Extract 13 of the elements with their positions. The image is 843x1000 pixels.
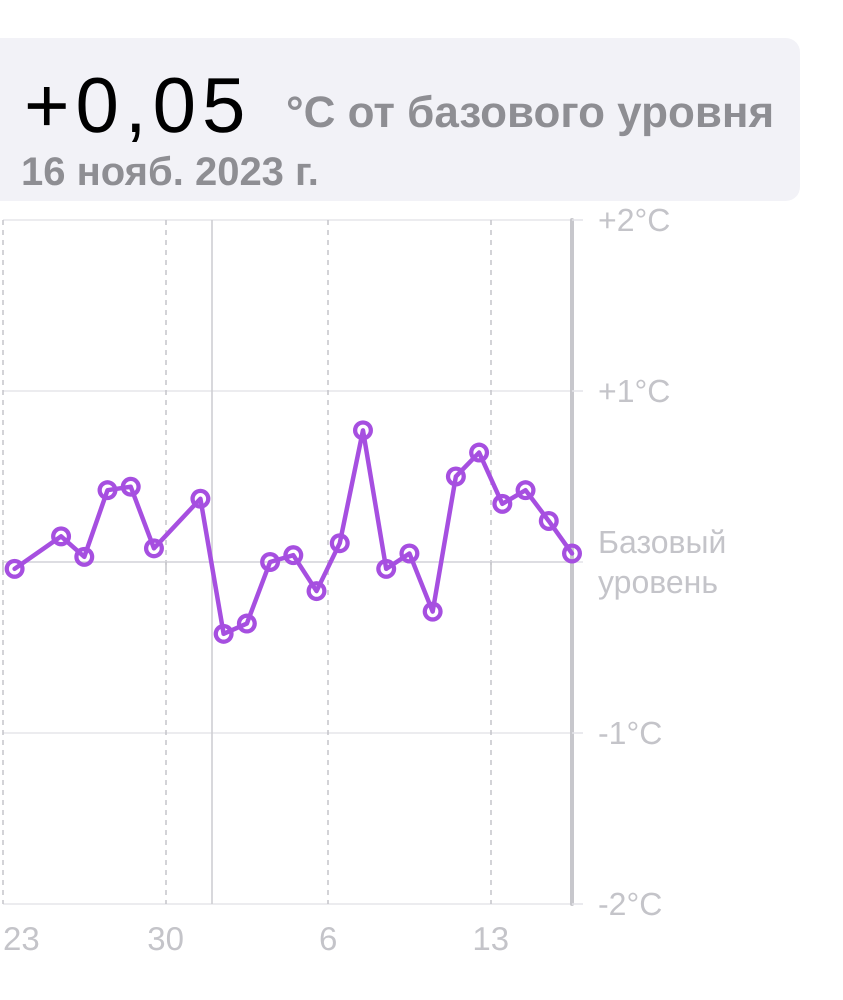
- chart-subtitle: °C от базового уровня: [286, 88, 774, 138]
- x-tick-label: 6: [318, 920, 338, 957]
- y-tick-label: -1°C: [598, 715, 662, 751]
- x-tick-label: 23: [3, 920, 40, 957]
- y-tick-label: -2°C: [598, 886, 662, 922]
- x-tick-label: 30: [147, 920, 184, 957]
- header-panel: +0,05 °C от базового уровня 16 нояб. 2023 г.: [0, 38, 800, 201]
- chart-title: +0,05: [24, 60, 252, 151]
- y-tick-label: +2°C: [598, 202, 670, 238]
- y-tick-label: Базовый уровень: [598, 524, 726, 600]
- y-tick-label: +1°C: [598, 373, 670, 409]
- x-tick-label: 13: [472, 920, 510, 957]
- date-caption: 16 нояб. 2023 г.: [21, 150, 319, 195]
